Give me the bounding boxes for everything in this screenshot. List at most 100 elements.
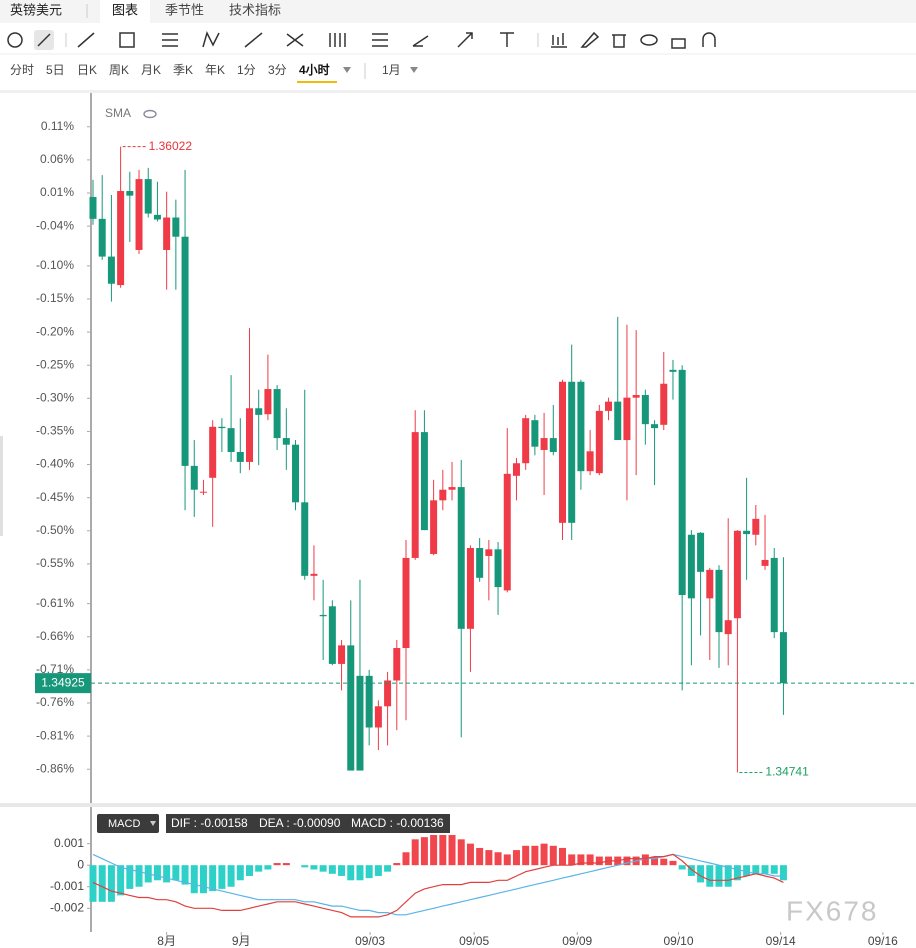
macd-bar bbox=[733, 865, 741, 881]
macd-info: MACD : -0.00136 bbox=[351, 816, 444, 830]
candle-body bbox=[301, 502, 309, 576]
tool-icon[interactable] bbox=[162, 33, 178, 47]
y-tick-label: -0.61% bbox=[36, 596, 74, 610]
macd-bar bbox=[476, 847, 484, 866]
candle-body bbox=[494, 549, 502, 588]
macd-bar bbox=[190, 865, 198, 894]
candle-body bbox=[209, 426, 217, 478]
macd-bar bbox=[245, 865, 253, 876]
range[interactable]: 1月 bbox=[382, 63, 401, 77]
period[interactable]: 分时 bbox=[10, 63, 34, 77]
macd-bar bbox=[172, 865, 180, 881]
macd-select[interactable] bbox=[97, 814, 159, 833]
period[interactable]: 4小时 bbox=[299, 62, 330, 77]
candle-body bbox=[706, 569, 714, 599]
tool-icon[interactable] bbox=[77, 32, 95, 48]
period[interactable]: 3分 bbox=[268, 63, 287, 77]
macd-bar bbox=[365, 865, 373, 879]
macd-bar bbox=[393, 863, 401, 866]
macd-bar bbox=[264, 865, 272, 870]
candle-body bbox=[623, 397, 631, 441]
candle-body bbox=[430, 500, 438, 554]
tool-icon[interactable] bbox=[580, 31, 600, 48]
y-tick-label: -0.30% bbox=[36, 390, 74, 404]
macd-bar bbox=[595, 856, 603, 866]
candle-body bbox=[338, 645, 346, 664]
x-tick-label: 09/10 bbox=[663, 934, 693, 948]
period[interactable]: 1分 bbox=[237, 63, 256, 77]
tool-icon[interactable] bbox=[412, 35, 429, 47]
tool-icon[interactable] bbox=[372, 33, 388, 47]
low-label: 1.34741 bbox=[765, 765, 809, 779]
macd-bar bbox=[577, 854, 585, 866]
y-tick-label: -0.45% bbox=[36, 490, 74, 504]
tool-icon[interactable] bbox=[457, 32, 473, 48]
pane-separator bbox=[0, 803, 916, 807]
tool-icon[interactable] bbox=[119, 32, 135, 48]
y-tick-label: -0.04% bbox=[36, 218, 74, 232]
period[interactable]: 月K bbox=[141, 63, 161, 77]
tool-icon[interactable] bbox=[37, 33, 51, 47]
macd-bar bbox=[117, 865, 125, 896]
candle-body bbox=[172, 217, 180, 237]
candle-body bbox=[522, 418, 530, 464]
x-tick-label: 8月 bbox=[157, 934, 176, 948]
period[interactable]: 日K bbox=[77, 63, 97, 77]
macd-bar bbox=[448, 835, 456, 866]
period[interactable]: 季K bbox=[173, 63, 193, 77]
tool-icon[interactable] bbox=[671, 38, 686, 49]
dif-line bbox=[92, 853, 784, 918]
candle-body bbox=[236, 451, 244, 462]
tab[interactable]: 图表 bbox=[112, 2, 138, 17]
tool-icon[interactable] bbox=[500, 32, 514, 47]
candle-body bbox=[586, 451, 594, 472]
candle-body bbox=[660, 383, 668, 425]
candle-body bbox=[733, 530, 741, 619]
tab[interactable]: 技术指标 bbox=[229, 2, 281, 17]
macd-bar bbox=[319, 865, 327, 872]
period-underline bbox=[297, 81, 337, 83]
candle-body bbox=[568, 381, 576, 523]
dropdown-arrow[interactable] bbox=[343, 67, 418, 73]
symbol[interactable]: 英镑美元 bbox=[10, 2, 62, 17]
tool-icon[interactable] bbox=[551, 33, 567, 48]
tool-icon[interactable] bbox=[202, 30, 220, 48]
candle-body bbox=[181, 236, 189, 466]
candle-body bbox=[356, 675, 364, 771]
period[interactable]: 5日 bbox=[46, 63, 65, 77]
tool-icon[interactable] bbox=[286, 33, 304, 47]
macd-bar bbox=[623, 856, 631, 866]
period[interactable]: 周K bbox=[109, 63, 129, 77]
candle-body bbox=[770, 557, 778, 633]
candle-body bbox=[420, 432, 428, 531]
tab-bar bbox=[0, 0, 916, 23]
eye-icon[interactable] bbox=[143, 109, 157, 119]
macd-bar bbox=[779, 865, 787, 881]
macd-bar bbox=[310, 865, 318, 870]
side-handle[interactable] bbox=[0, 436, 3, 536]
tool-icon[interactable] bbox=[244, 32, 263, 48]
tool-icon[interactable] bbox=[702, 32, 716, 47]
price-box bbox=[35, 673, 91, 694]
toolbar bbox=[7, 30, 716, 50]
tab[interactable]: 季节性 bbox=[165, 2, 204, 17]
period[interactable]: 年K bbox=[205, 63, 225, 77]
y-tick-label: -0.001 bbox=[50, 879, 84, 893]
candle-body bbox=[512, 463, 520, 476]
y-tick-label: -0.25% bbox=[36, 357, 74, 371]
tool-icon[interactable] bbox=[640, 34, 658, 46]
candle-body bbox=[227, 428, 235, 452]
tool-icon[interactable] bbox=[329, 33, 346, 47]
candle-body bbox=[678, 369, 686, 596]
x-tick-label: 09/16 bbox=[868, 934, 898, 948]
tool-icon[interactable] bbox=[612, 34, 626, 48]
candle-body bbox=[457, 487, 465, 629]
dea-line bbox=[92, 853, 784, 916]
macd-label[interactable]: MACD bbox=[108, 818, 140, 830]
macd-bar bbox=[558, 847, 566, 866]
macd-bar bbox=[549, 845, 557, 866]
macd-bar bbox=[512, 850, 520, 866]
candle-body bbox=[448, 487, 456, 490]
macd-bar bbox=[89, 865, 97, 902]
tool-icon[interactable] bbox=[7, 32, 23, 48]
